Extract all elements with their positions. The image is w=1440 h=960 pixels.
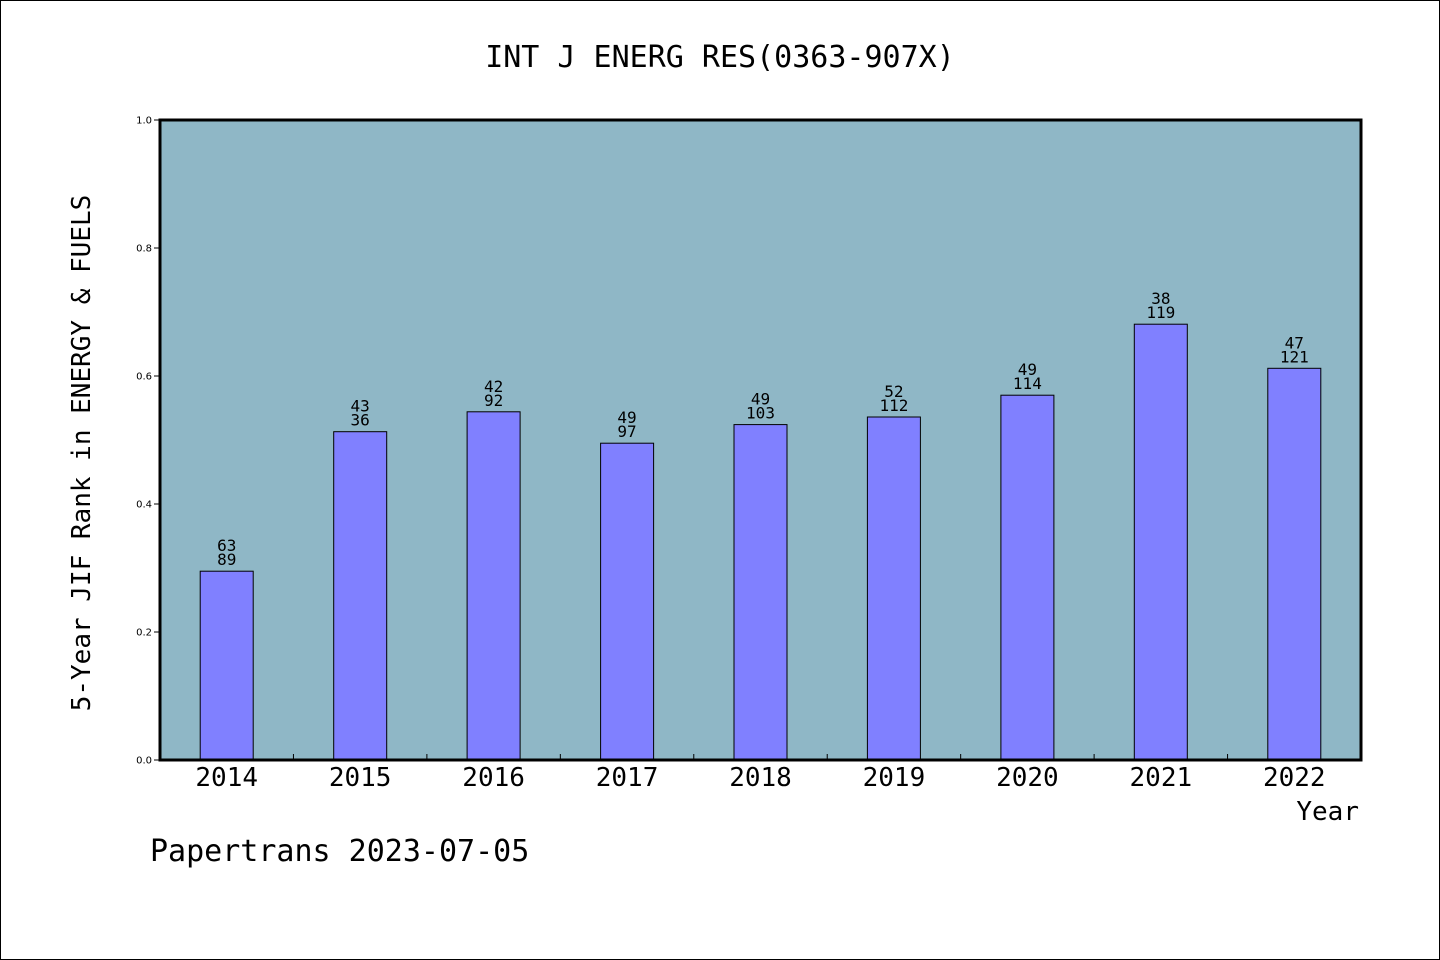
x-axis-label: Year — [1296, 797, 1359, 827]
bar-2019 — [866, 416, 921, 761]
bar-2020 — [1000, 394, 1055, 761]
y-tick-label-1.0: 1.0 — [136, 116, 152, 127]
x-axis: 2014 2015 2016 2017 2018 2019 2020 2021 2022 — [195, 754, 1326, 793]
y-axis: 0.0 0.2 0.4 0.6 0.8 1.0 — [136, 116, 160, 767]
bar-label-bottom-2021: 119 — [1146, 303, 1175, 322]
bar-label-top-2020: 49 — [1018, 360, 1037, 379]
x-tick-label-2022: 2022 — [1263, 763, 1326, 793]
bar-label-bottom-2022: 121 — [1280, 347, 1309, 366]
x-tick-label-2021: 2021 — [1130, 763, 1193, 793]
bar-2022 — [1267, 367, 1322, 761]
y-tick-label-0.6: 0.6 — [136, 372, 152, 383]
x-tick-label-2015: 2015 — [329, 763, 392, 793]
plot-border — [158, 118, 1363, 762]
bar-label-top-2021: 38 — [1151, 289, 1170, 308]
bars-group: 6389433642924997491035211249114381194712… — [199, 289, 1322, 761]
bar-label-bottom-2019: 112 — [879, 396, 908, 415]
x-tick-label-2020: 2020 — [996, 763, 1059, 793]
bar-label-top-2022: 47 — [1285, 333, 1304, 352]
x-tick-label-2018: 2018 — [729, 763, 792, 793]
bar-label-top-2019: 52 — [884, 382, 903, 401]
y-axis-label: 5-Year JIF Rank in ENERGY & FUELS — [67, 195, 97, 712]
bar-label-top-2017: 49 — [617, 408, 636, 427]
bar-label-bottom-2017: 97 — [617, 422, 636, 441]
x-tick-label-2014: 2014 — [195, 763, 258, 793]
y-tick-label-0.2: 0.2 — [136, 628, 152, 639]
bar-label-bottom-2016: 92 — [484, 391, 503, 410]
bar-label-bottom-2020: 114 — [1013, 374, 1042, 393]
bar-2014 — [199, 570, 254, 761]
bar-label-bottom-2018: 103 — [746, 404, 775, 423]
bar-label-bottom-2014: 89 — [217, 550, 236, 569]
bar-2021 — [1133, 323, 1188, 761]
bar-label-top-2015: 43 — [351, 397, 370, 416]
y-tick-label-0.8: 0.8 — [136, 244, 152, 255]
bar-2018 — [733, 424, 788, 761]
y-tick-label-0.0: 0.0 — [136, 756, 152, 767]
bar-2017 — [600, 442, 655, 761]
x-tick-label-2017: 2017 — [596, 763, 659, 793]
bar-label-top-2018: 49 — [751, 390, 770, 409]
footer-credit: Papertrans 2023-07-05 — [150, 834, 530, 869]
bar-2016 — [466, 411, 521, 761]
bar-2015 — [333, 431, 388, 761]
y-tick-label-0.4: 0.4 — [136, 500, 152, 511]
x-tick-label-2019: 2019 — [863, 763, 926, 793]
chart-title: INT J ENERG RES(0363-907X) — [485, 40, 955, 75]
bar-label-bottom-2015: 36 — [351, 411, 370, 430]
bar-label-top-2014: 63 — [217, 536, 236, 555]
bar-label-top-2016: 42 — [484, 377, 503, 396]
x-tick-label-2016: 2016 — [462, 763, 525, 793]
